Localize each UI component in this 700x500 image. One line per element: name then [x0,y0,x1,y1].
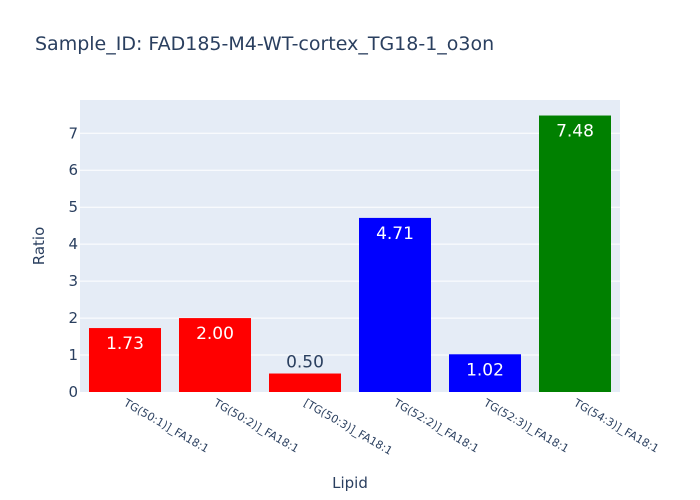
bar-value-label: 1.73 [106,334,144,354]
y-axis-ticks: 0 1 2 3 4 5 6 7 [68,124,78,401]
bar-value-label: 1.02 [466,360,504,380]
y-gridlines [80,132,620,356]
y-tick-label: 4 [68,235,78,253]
y-axis-title: Ratio [30,227,48,266]
x-tick-label: TG(52:3)]_FA18:1 [481,396,571,456]
x-axis-ticks: TG(50:1)]_FA18:1 TG(50:2)]_FA18:1 [TG(50:3… [121,396,661,458]
bar-value-label: 4.71 [376,224,414,244]
plot-background [80,100,620,392]
y-tick-label: 6 [68,161,78,179]
bar [359,217,431,392]
bar [449,354,521,392]
y-tick-label: 0 [68,383,78,401]
y-tick-label: 7 [68,124,78,142]
bar-value-label: 7.48 [556,122,594,142]
bar [269,373,341,392]
x-tick-label: TG(52:2)]_FA18:1 [391,396,481,456]
x-axis-title: Lipid [332,474,368,492]
y-tick-label: 1 [68,346,78,364]
bar-value-label: 0.50 [286,353,324,373]
x-tick-label: TG(50:2)]_FA18:1 [211,396,301,456]
bar [89,328,161,392]
bar [179,318,251,392]
bar [539,115,611,392]
x-tick-label: TG(50:1)]_FA18:1 [121,396,211,456]
y-tick-label: 3 [68,272,78,290]
chart-title: Sample_ID: FAD185-M4-WT-cortex_TG18-1_o3… [35,33,494,55]
x-tick-label: [TG(50:3)]_FA18:1 [302,396,395,457]
bar-value-label: 2.00 [196,324,234,344]
bars: 1.73 2.00 0.50 4.71 1.02 7.48 [89,115,611,392]
x-tick-label: TG(54:3)]_FA18:1 [571,396,661,456]
y-tick-label: 2 [68,309,78,327]
y-tick-label: 5 [68,198,78,216]
